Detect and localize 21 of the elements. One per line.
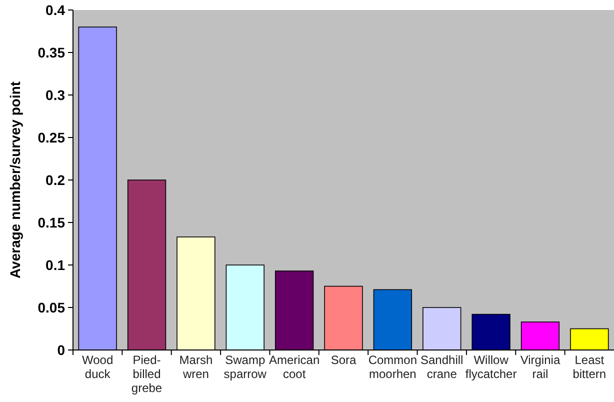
x-tick-label: Virginia rail: [520, 353, 560, 381]
x-tick-label: Sandhill crane: [420, 353, 464, 381]
y-tick-label: 0.3: [46, 86, 66, 103]
y-tick-label: 0: [57, 342, 66, 358]
y-axis-title: Average number/survey point: [7, 81, 23, 279]
x-tick-label: Wood duck: [82, 353, 114, 381]
x-tick-label: Swamp sparrow: [224, 353, 267, 381]
x-tick-label: Sora: [330, 353, 356, 367]
x-tick-label: Least bittern: [572, 353, 606, 381]
y-tick-label: 0.25: [38, 129, 66, 146]
x-tick-label: Common moorhen: [368, 353, 418, 381]
y-tick-label: 0.05: [38, 299, 66, 316]
x-tick-label: Marsh wren: [179, 353, 213, 381]
x-tick-label: American coot: [268, 353, 320, 381]
y-tick-label: 0.35: [38, 44, 66, 60]
y-tick-label: 0.4: [46, 2, 66, 18]
y-tick-label: 0.2: [46, 172, 66, 188]
y-tick-label: 0.1: [46, 256, 66, 273]
x-tick-label: Pied-billed grebe: [131, 353, 162, 395]
y-tick-label: 0.15: [38, 214, 66, 230]
x-tick-label: Willow flycatcher: [465, 353, 517, 381]
